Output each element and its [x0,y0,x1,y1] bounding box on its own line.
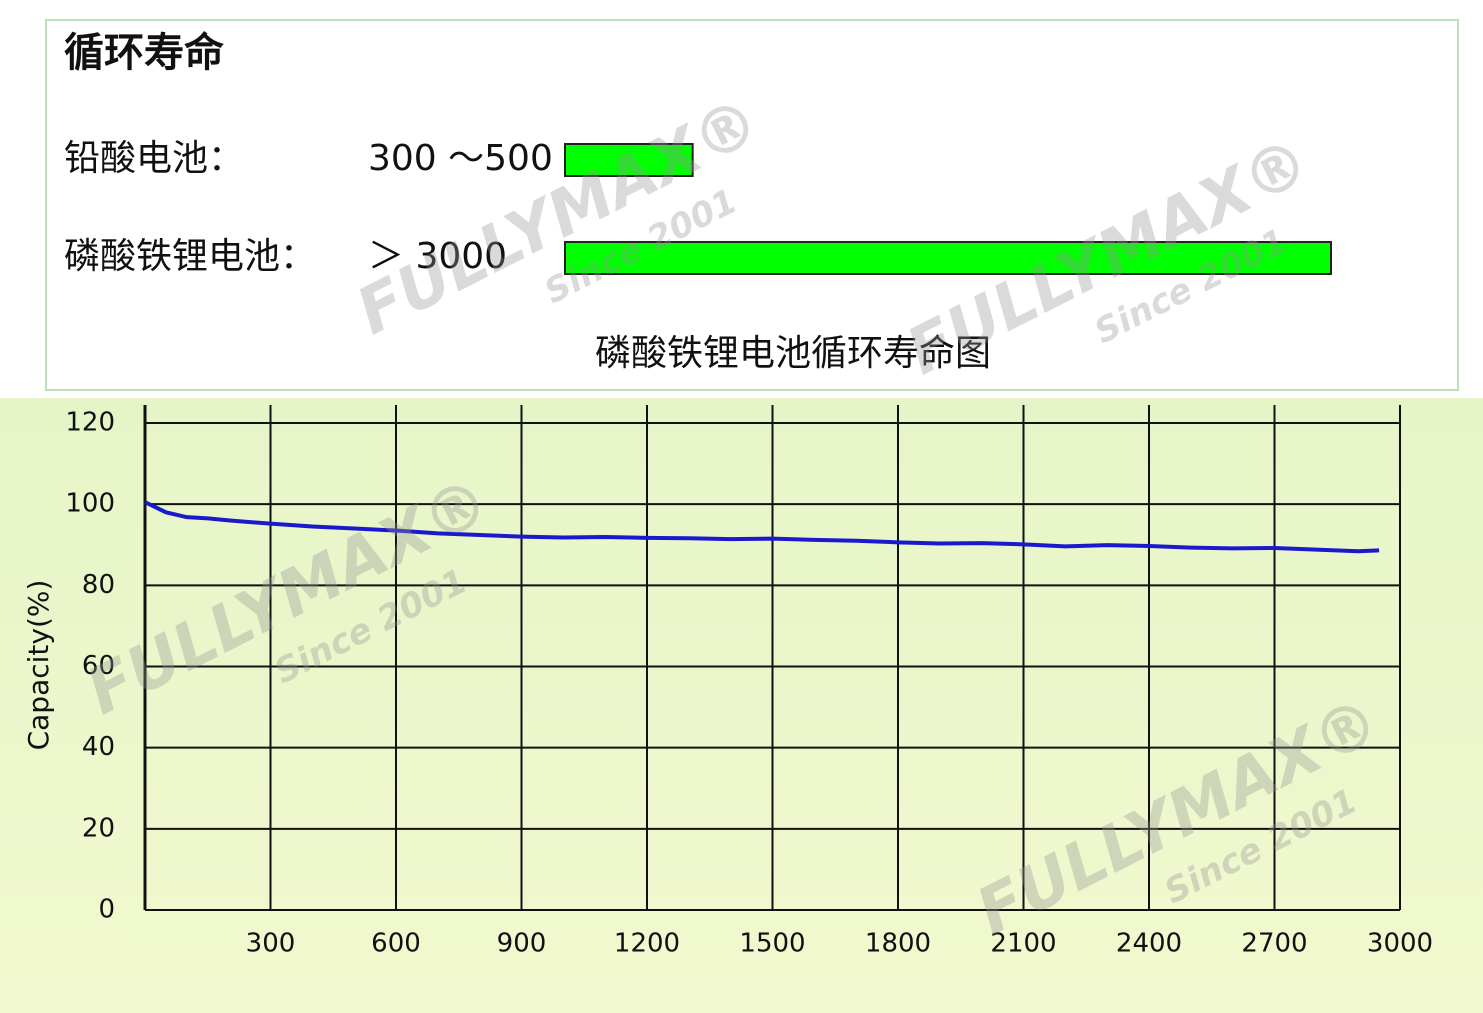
y-tick-label: 0 [98,895,115,925]
panel-title: 循环寿命 [64,30,224,76]
y-tick-label: 120 [65,408,115,438]
x-tick-label: 300 [246,929,296,959]
bar [564,241,1332,275]
y-tick-label: 80 [82,570,115,600]
y-axis-label: Capacity(%) [22,580,55,751]
x-tick-label: 600 [371,929,421,959]
bar [564,143,694,177]
x-tick-label: 3000 [1367,929,1433,959]
category-label: 磷酸铁锂电池： [64,236,316,277]
x-tick-label: 2100 [990,929,1056,959]
x-tick-label: 2700 [1241,929,1307,959]
category-label: 铅酸电池： [64,138,244,179]
x-tick-label: 1500 [739,929,805,959]
y-tick-label: 40 [82,732,115,762]
x-tick-label: 1800 [865,929,931,959]
y-tick-label: 60 [82,651,115,681]
chart-title: 磷酸铁锂电池循环寿命图 [595,333,991,374]
chart-background [0,398,1483,1013]
value-label: ＞ 3000 [368,236,507,277]
y-tick-label: 20 [82,813,115,843]
x-tick-label: 1200 [614,929,680,959]
y-tick-label: 100 [65,489,115,519]
compare-panel [45,19,1459,391]
x-tick-label: 2400 [1116,929,1182,959]
value-label: 300 ～500 [368,138,553,179]
capacity-line [144,500,1380,554]
x-tick-label: 900 [497,929,547,959]
